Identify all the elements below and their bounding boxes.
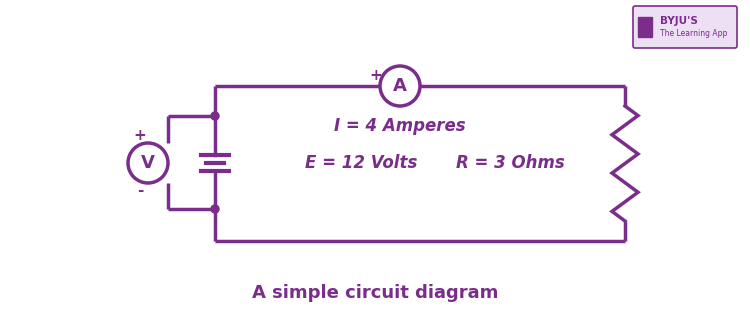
Text: I = 4 Amperes: I = 4 Amperes xyxy=(334,117,466,135)
Text: The Learning App: The Learning App xyxy=(660,29,728,38)
FancyBboxPatch shape xyxy=(633,6,737,48)
Text: R = 3 Ohms: R = 3 Ohms xyxy=(455,154,564,172)
Text: +: + xyxy=(134,127,146,143)
Text: BYJU'S: BYJU'S xyxy=(660,16,698,26)
Text: V: V xyxy=(141,154,155,172)
Circle shape xyxy=(211,205,219,213)
Text: A: A xyxy=(393,77,407,95)
Text: -: - xyxy=(136,184,143,198)
Bar xyxy=(638,17,652,37)
Circle shape xyxy=(380,66,420,106)
Circle shape xyxy=(128,143,168,183)
Text: +: + xyxy=(370,68,382,83)
Circle shape xyxy=(211,112,219,120)
Text: E = 12 Volts: E = 12 Volts xyxy=(305,154,417,172)
Text: A simple circuit diagram: A simple circuit diagram xyxy=(252,284,498,302)
